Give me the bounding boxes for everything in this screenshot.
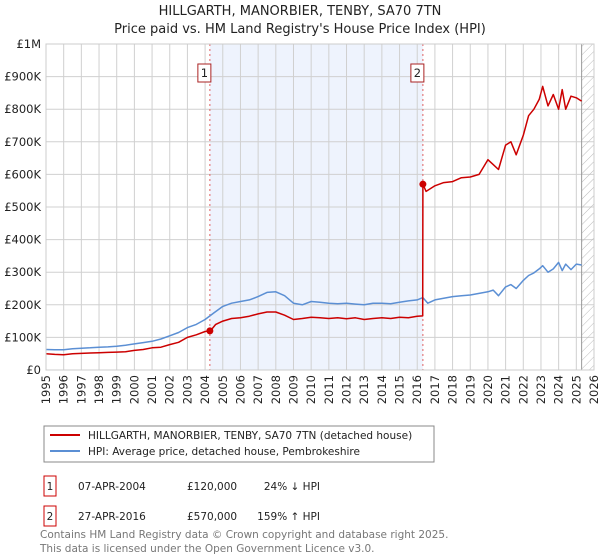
x-tick-label: 2024 xyxy=(552,375,566,404)
x-tick-label: 2005 xyxy=(216,375,230,404)
x-tick-label: 2019 xyxy=(463,375,477,404)
y-tick-label: £300K xyxy=(4,265,41,279)
legend-label-hpi: HPI: Average price, detached house, Pemb… xyxy=(88,446,360,458)
x-tick-label: 1997 xyxy=(74,375,88,404)
chart-title: HILLGARTH, MANORBIER, TENBY, SA70 7TN xyxy=(159,4,442,19)
x-tick-label: 1995 xyxy=(39,375,53,404)
hpi-line xyxy=(45,261,582,351)
x-tick-label: 2009 xyxy=(286,375,300,404)
x-tick-label: 2002 xyxy=(163,375,177,404)
x-tick-label: 2008 xyxy=(269,375,283,404)
y-tick-label: £600K xyxy=(4,167,41,181)
x-tick-label: 2011 xyxy=(322,375,336,404)
x-tick-label: 2025 xyxy=(569,375,583,404)
x-tick-label: 2016 xyxy=(410,375,424,404)
y-tick-label: £1M xyxy=(16,37,41,51)
footer-licence: This data is licensed under the Open Gov… xyxy=(39,543,375,555)
x-tick-label: 2022 xyxy=(516,375,530,404)
sale-price: £120,000 xyxy=(187,481,237,493)
x-tick-label: 2001 xyxy=(145,375,159,404)
legend-label-property: HILLGARTH, MANORBIER, TENBY, SA70 7TN (d… xyxy=(88,430,412,442)
sale-marker-box xyxy=(197,63,212,83)
property-price-line xyxy=(45,85,582,356)
x-tick-label: 2021 xyxy=(499,375,513,404)
sale-marker-label: 2 xyxy=(47,511,54,523)
sale-row-2: 2 27-APR-2016 £570,000 159% ↑ HPI xyxy=(43,505,320,527)
x-tick-label: 2010 xyxy=(304,375,318,404)
forecast-hatch xyxy=(581,44,594,370)
sale-marker-box xyxy=(410,63,425,83)
sale-marker-label: 1 xyxy=(201,66,208,80)
x-tick-label: 2015 xyxy=(393,375,407,404)
x-tick-label: 2012 xyxy=(340,375,354,404)
legend-box xyxy=(43,425,435,463)
x-tick-label: 2013 xyxy=(357,375,371,404)
x-tick-label: 2018 xyxy=(446,375,460,404)
x-tick-label: 1999 xyxy=(110,375,124,404)
sale-row-1: 1 07-APR-2004 £120,000 24% ↓ HPI xyxy=(43,475,320,497)
x-tick-label: 2003 xyxy=(180,375,194,404)
x-tick-label: 2006 xyxy=(233,375,247,404)
y-tick-label: £200K xyxy=(4,298,41,312)
x-tick-label: 2020 xyxy=(481,375,495,404)
x-tick-label: 2014 xyxy=(375,375,389,404)
x-tick-label: 1998 xyxy=(92,375,106,404)
y-tick-label: £400K xyxy=(4,233,41,247)
x-tick-label: 2026 xyxy=(587,375,600,404)
y-tick-label: £700K xyxy=(4,135,41,149)
y-tick-label: £900K xyxy=(4,70,41,84)
sale-marker-label: 2 xyxy=(414,66,421,80)
x-tick-label: 2007 xyxy=(251,375,265,404)
chart-subtitle: Price paid vs. HM Land Registry's House … xyxy=(114,22,486,37)
x-tick-label: 1996 xyxy=(57,375,71,404)
sale-date: 07-APR-2004 xyxy=(78,481,146,493)
y-tick-label: £100K xyxy=(4,330,41,344)
x-tick-label: 2000 xyxy=(127,375,141,404)
y-tick-label: £500K xyxy=(4,200,41,214)
footer-copyright: Contains HM Land Registry data © Crown c… xyxy=(40,529,448,541)
sale-date: 27-APR-2016 xyxy=(78,511,146,523)
y-tick-label: £0 xyxy=(26,363,41,377)
sale-point xyxy=(419,180,427,188)
sale-point xyxy=(206,327,214,335)
x-tick-label: 2004 xyxy=(198,375,212,404)
sale-marker-label: 1 xyxy=(47,481,54,493)
x-tick-label: 2017 xyxy=(428,375,442,404)
x-tick-label: 2023 xyxy=(534,375,548,404)
y-tick-label: £800K xyxy=(4,102,41,116)
sale-hpi-diff: 24% ↓ HPI xyxy=(264,481,320,493)
sale-price: £570,000 xyxy=(187,511,237,523)
plot-frame xyxy=(45,43,595,371)
sale-hpi-diff: 159% ↑ HPI xyxy=(257,511,320,523)
